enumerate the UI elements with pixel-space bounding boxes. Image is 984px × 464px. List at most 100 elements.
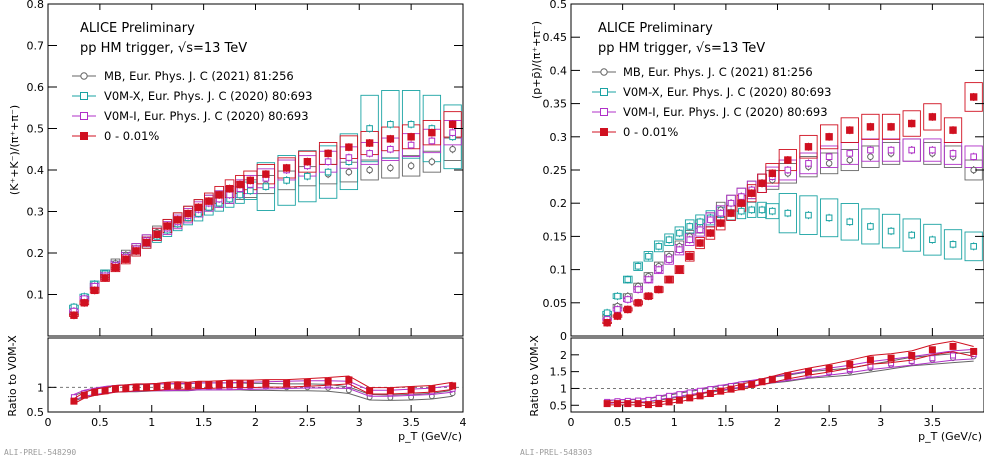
hm-point (205, 197, 213, 205)
left-legend-mb-label: MB, Eur. Phys. J. C (2021) 81:256 (104, 69, 294, 83)
x-tick-label: 4 (460, 416, 467, 429)
hm-point (184, 209, 192, 218)
v0mx-point (696, 218, 704, 226)
hm-point (686, 252, 694, 261)
hm-point (407, 133, 415, 141)
v0mi-ratio-point (686, 389, 693, 396)
hm-point (428, 128, 436, 137)
v0mi-point (846, 150, 854, 157)
hm-point (345, 143, 353, 151)
left-legend-v0mi-label: V0M-I, Eur. Phys. J. C (2020) 80:693 (104, 109, 309, 123)
x-tick-label: 2.5 (299, 416, 317, 429)
hm-ratio-point (634, 400, 642, 408)
hm-point (969, 93, 978, 101)
v0mx-point (887, 227, 895, 235)
hm-point (132, 247, 140, 255)
y-tick-label: 0.7 (27, 40, 45, 53)
v0mi-point (867, 146, 874, 154)
right-x-axis-label: p_T (GeV/c) (918, 430, 982, 443)
v0mi-point (949, 150, 957, 157)
hm-ratio-point (665, 398, 673, 406)
right-title: ALICE Preliminary (598, 21, 713, 36)
y-tick-label: 0.45 (543, 31, 568, 44)
hm-syst-box (943, 117, 963, 143)
v0mi-syst-box (923, 138, 942, 162)
hm-point (768, 169, 777, 178)
v0mx-syst-box (778, 193, 797, 234)
hm-ratio-point (283, 379, 291, 387)
v0mi-point (226, 191, 233, 199)
v0mi-ratio-point (676, 391, 683, 398)
v0mx-syst-box (861, 208, 880, 245)
hm-ratio-point (696, 392, 704, 400)
left-title: ALICE Preliminary (80, 21, 195, 36)
v0mx-syst-box (401, 90, 421, 159)
hm-point (737, 199, 746, 207)
v0mx-point (970, 243, 977, 250)
v0mx-point (805, 211, 812, 219)
hm-ratio-point (949, 342, 957, 350)
hm-syst-box (964, 82, 983, 112)
left-syst-boxes (69, 90, 462, 317)
hm-point (624, 305, 632, 314)
v0mx-point (929, 236, 936, 244)
v0mi-point (624, 296, 632, 303)
hm-point (747, 189, 756, 197)
left-legend-hm-label: 0 - 0.01% (104, 129, 159, 143)
ratio-y-tick-label: 2 (560, 349, 567, 362)
hm-point (644, 292, 653, 300)
v0mi-point (717, 209, 725, 217)
v0mx-point (676, 229, 683, 237)
v0mx-syst-box (381, 90, 400, 159)
y-tick-label: 0.8 (27, 0, 45, 11)
v0mx-syst-box (964, 231, 983, 262)
hm-syst-box (840, 117, 859, 143)
v0mi-point (428, 137, 436, 145)
left-legend-hm-marker (80, 132, 88, 140)
right-legend-v0mx-marker (600, 88, 608, 96)
right-y-axis-label: (p+p̄)/(π⁺+π⁻) (530, 21, 543, 99)
v0mx-syst-box (820, 198, 839, 238)
hm-point (825, 133, 833, 141)
hm-point (804, 143, 813, 151)
x-tick-label: 3 (356, 416, 363, 429)
v0mx-point (665, 236, 673, 244)
left-figure: 0 0.5 1 1.5 2 2.5 3 3.5 40.10.20.30.40.50.60.70.… (4, 0, 467, 457)
v0mi-point (929, 146, 936, 154)
y-tick-label: 0.2 (27, 247, 45, 260)
y-tick-label: 0.05 (543, 297, 568, 310)
v0mx-syst-box (746, 201, 757, 218)
v0mx-syst-box (653, 240, 664, 253)
hm-ratio-band-upper (73, 375, 453, 400)
hm-point (142, 238, 151, 247)
ratio-y-tick-label: 1 (560, 382, 567, 395)
hm-syst-box (820, 124, 839, 150)
left-preliminary-id: ALI-PREL-548290 (4, 448, 76, 457)
hm-ratio-point (246, 380, 254, 388)
hm-point (246, 176, 255, 185)
hm-point (603, 319, 611, 327)
hm-ratio-point (846, 360, 854, 368)
hm-ratio-point (887, 354, 895, 362)
hm-point (365, 139, 374, 147)
v0mx-syst-box (840, 203, 859, 241)
hm-ratio-point (449, 382, 457, 390)
mb-point (407, 162, 415, 170)
v0mi-point (707, 216, 714, 224)
hm-point (386, 135, 395, 143)
x-tick-label: 2.5 (820, 416, 838, 429)
right-subtitle: pp HM trigger, √s=13 TeV (598, 41, 765, 56)
ratio-y-tick-label: 1.5 (550, 366, 568, 379)
y-tick-label: 0.2 (550, 197, 568, 210)
v0mx-syst-box (664, 233, 674, 246)
hm-point (448, 120, 457, 129)
hm-point (665, 275, 673, 284)
hm-ratio-point (163, 382, 171, 390)
hm-point (122, 255, 130, 263)
v0mx-point (784, 209, 792, 217)
hm-ratio-point (758, 378, 766, 386)
hm-ratio-point (80, 391, 88, 399)
v0mx-syst-box (923, 223, 942, 256)
mb-point (846, 156, 854, 164)
v0mi-ratio-point (655, 394, 662, 401)
